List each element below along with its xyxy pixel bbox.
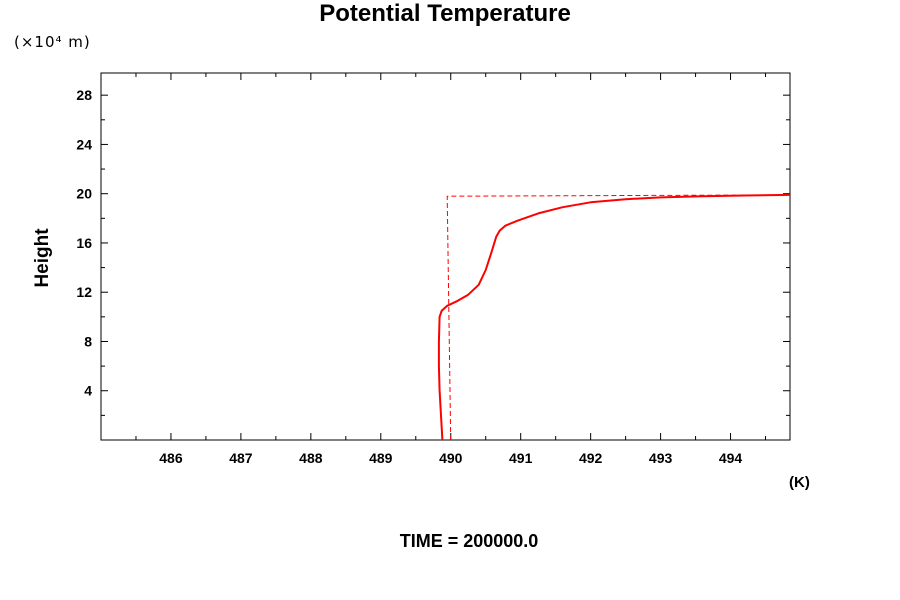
x-tick-label: 488 [299, 450, 323, 466]
y-tick-label: 4 [84, 383, 92, 399]
y-tick-label: 28 [76, 87, 92, 103]
y-tick-label: 12 [76, 284, 92, 300]
x-tick-label: 492 [579, 450, 603, 466]
x-tick-label: 487 [229, 450, 253, 466]
x-tick-label: 489 [369, 450, 393, 466]
y-tick-label: 8 [84, 333, 92, 349]
x-tick-label: 486 [159, 450, 183, 466]
x-tick-label: 493 [649, 450, 673, 466]
data-series [437, 193, 791, 441]
y-tick-label: 20 [76, 186, 92, 202]
y-tick-label: 16 [76, 235, 92, 251]
dashed-series-line [446, 194, 791, 441]
x-tick-label: 490 [439, 450, 463, 466]
y-tick-label: 24 [76, 136, 92, 152]
axis-ticks: 486 487 488 489 490 491 492 493 494 4 8 12 16 20 24 28 [76, 73, 790, 466]
x-tick-label: 494 [719, 450, 743, 466]
plot-frame [100, 72, 791, 441]
x-axis-unit: (K) [789, 474, 810, 491]
solid-series-line [437, 193, 791, 441]
x-tick-label: 491 [509, 450, 533, 466]
y-axis-unit: (×10⁴ m) [14, 33, 91, 51]
chart-title: Potential Temperature [319, 0, 571, 27]
time-label: TIME = 200000.0 [399, 531, 539, 551]
